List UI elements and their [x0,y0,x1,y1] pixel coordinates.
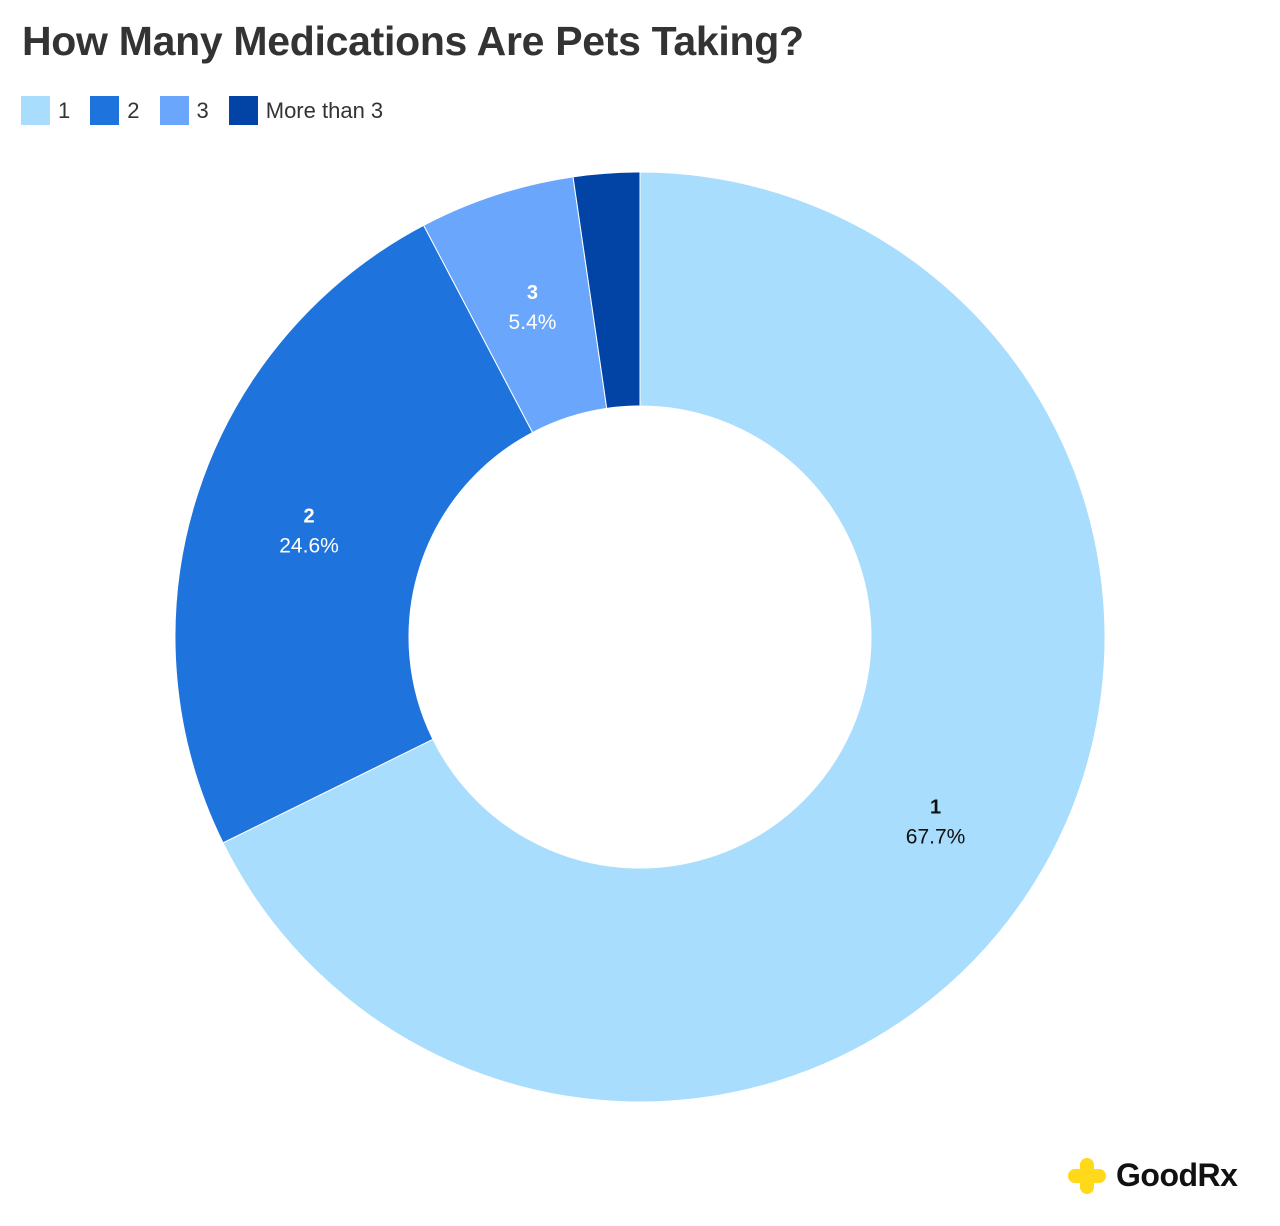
goodrx-logo: GoodRx [1068,1157,1238,1194]
donut-slice [572,171,641,409]
goodrx-plus-icon [1068,1157,1106,1194]
legend-swatch [21,96,50,125]
legend-item: 2 [90,96,140,125]
legend-label: 1 [58,97,71,123]
slice-category-label: 1 [930,797,941,819]
legend: 1 2 3 More than 3 [21,96,403,125]
chart-title: How Many Medications Are Pets Taking? [22,18,804,64]
legend-label: More than 3 [265,97,384,123]
slice-value-label: 24.6% [279,534,339,557]
legend-item: More than 3 [228,96,384,125]
legend-label: 2 [127,97,140,123]
donut-slice [174,224,534,844]
slice-value-label: 5.4% [509,311,557,334]
slice-value-label: 67.7% [906,826,966,849]
legend-swatch [159,96,189,125]
legend-swatch [90,96,120,125]
legend-swatch [228,96,258,125]
legend-label: 3 [196,97,209,123]
slice-category-label: 2 [303,505,314,527]
legend-item: 3 [159,96,209,125]
slice-category-label: 3 [527,282,538,304]
legend-item: 1 [21,96,70,125]
goodrx-logo-text: GoodRx [1116,1157,1238,1193]
donut-slice [222,171,1106,1103]
